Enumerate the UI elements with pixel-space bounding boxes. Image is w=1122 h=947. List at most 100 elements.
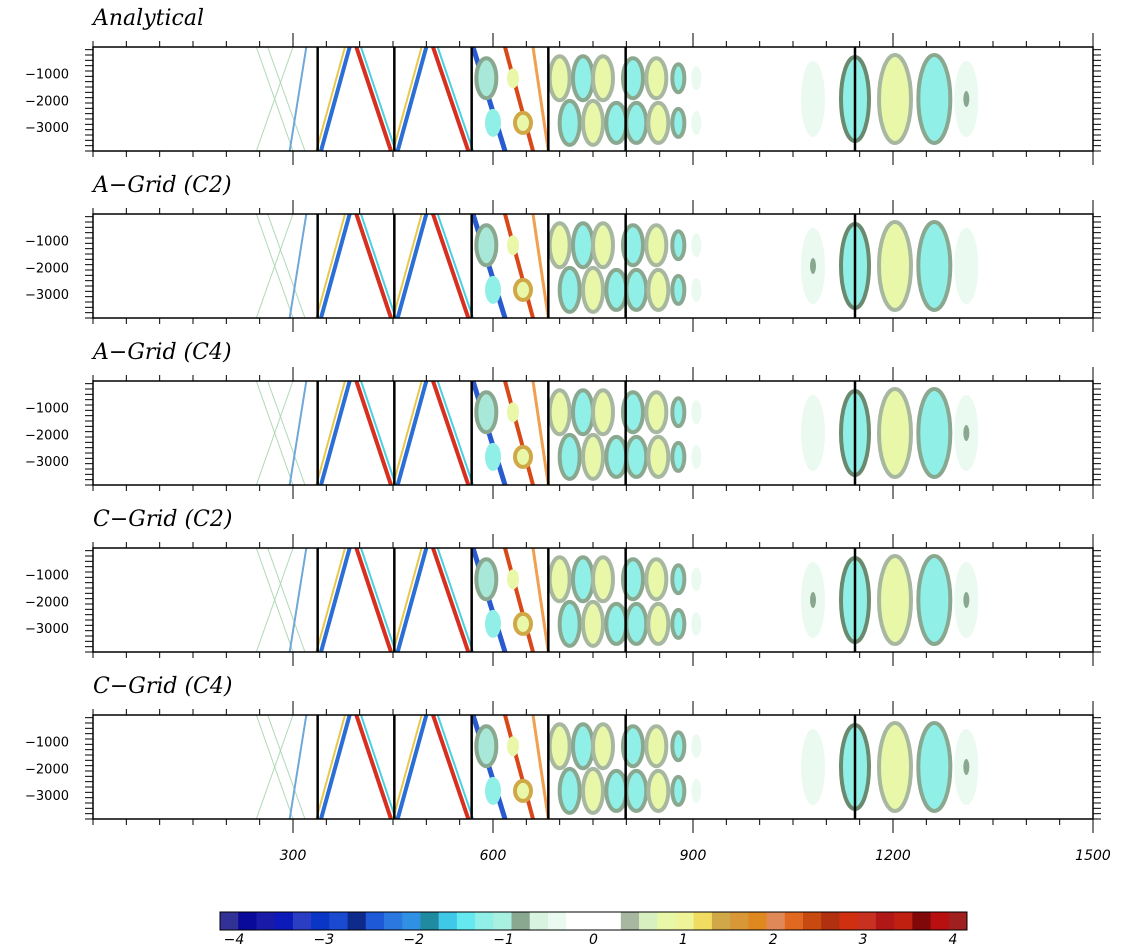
wave-line-yellow: [315, 548, 346, 652]
colorbar-swatch: [220, 912, 239, 930]
wave-line-blue: [319, 715, 352, 819]
panel-field: [255, 214, 979, 318]
faint-wave-line: [255, 548, 294, 652]
colorbar-swatch: [602, 912, 622, 930]
field-blob: [547, 221, 572, 270]
colorbar-swatch: [547, 912, 567, 930]
colorbar-frame: [219, 911, 968, 931]
field-blob: [963, 592, 970, 608]
colorbar-swatch: [365, 912, 385, 930]
field-blob: [485, 442, 501, 471]
colorbar-swatch: [347, 912, 367, 930]
field-blob: [485, 108, 501, 137]
field-blob: [691, 277, 702, 302]
field-blob: [670, 273, 687, 306]
colorbar-swatch: [639, 912, 658, 930]
colorbar-swatch: [857, 912, 877, 930]
colorbar-swatch: [930, 912, 950, 930]
faint-wave-line: [267, 214, 306, 318]
wave-line-red: [503, 47, 535, 151]
colorbar-swatch: [711, 912, 731, 930]
wave-line-yellow: [392, 548, 423, 652]
field-blob: [604, 100, 629, 145]
wave-line-red: [354, 548, 393, 652]
colorbar-swatch: [657, 912, 676, 930]
wave-line-yellow: [315, 715, 346, 819]
faint-wave-line: [267, 715, 306, 819]
field-blob: [621, 557, 645, 602]
field-blob: [507, 736, 519, 757]
wave-line-red: [354, 715, 393, 819]
field-blob: [963, 759, 970, 775]
field-blob: [621, 56, 645, 101]
field-blob: [877, 53, 913, 145]
field-blob: [916, 220, 953, 312]
panel-title: A−Grid (C4): [91, 340, 232, 365]
field-blob: [644, 56, 669, 101]
field-blob: [963, 425, 970, 441]
field-blob: [591, 722, 615, 771]
colorbar-tick-label: 4: [949, 932, 958, 947]
wave-line-cyan: [436, 381, 474, 485]
field-blob: [474, 56, 499, 101]
field-blob: [547, 722, 572, 771]
field-blob: [916, 53, 953, 145]
wave-line-blue: [395, 548, 429, 652]
field-blob: [547, 388, 572, 437]
colorbar-tick-label: 0: [589, 932, 598, 947]
field-blob: [801, 395, 825, 471]
colorbar-swatch: [311, 912, 330, 930]
colorbar-swatch: [875, 912, 895, 930]
field-blob: [691, 233, 702, 258]
x-tick-label: 300: [280, 848, 307, 864]
colorbar-swatch: [256, 912, 276, 930]
colorbar-swatch: [948, 912, 968, 930]
wave-line-red: [503, 548, 535, 652]
x-tick-label: 1500: [1075, 848, 1111, 864]
field-blob: [571, 722, 595, 771]
field-blob: [877, 554, 913, 646]
panel-title: Analytical: [91, 6, 204, 31]
wave-line-blue: [288, 548, 308, 652]
field-blob: [485, 609, 501, 638]
wave-line-blue: [395, 214, 429, 318]
colorbar-swatch: [675, 912, 695, 930]
field-blob: [646, 434, 671, 479]
field-blob: [571, 555, 595, 604]
wave-line-orange: [531, 548, 550, 652]
field-blob: [571, 221, 595, 270]
wave-line-yellow: [315, 47, 346, 151]
field-blob: [624, 100, 649, 145]
field-blob: [670, 396, 687, 429]
panels-group: Analytical −1000 −2000 −3000 A−Grid (C2) −100…: [25, 6, 1101, 833]
colorbar-swatch: [566, 912, 585, 930]
y-tick-label: −1000: [25, 736, 69, 751]
field-blob: [670, 229, 687, 262]
panel: C−Grid (C4) −1000 −2000 −3000: [25, 674, 1101, 833]
colorbar-swatch: [693, 912, 713, 930]
field-blob: [646, 100, 671, 145]
field-blob: [581, 265, 605, 314]
wave-line-blue: [288, 381, 308, 485]
wave-line-red: [354, 47, 393, 151]
field-blob: [916, 387, 953, 479]
field-blob: [513, 611, 533, 636]
field-blob: [604, 768, 629, 813]
field-blob: [507, 402, 519, 423]
field-blob: [646, 601, 671, 646]
field-blob: [691, 400, 702, 425]
field-blob: [507, 235, 519, 256]
field-blob: [581, 432, 605, 481]
faint-wave-line: [267, 47, 306, 151]
wave-line-red: [431, 381, 471, 485]
field-blob: [604, 601, 629, 646]
colorbar: −4 −3 −2 −1 0 1 2 3 4: [219, 911, 968, 947]
colorbar-swatch: [894, 912, 913, 930]
x-tick-label: 900: [680, 848, 707, 864]
colorbar-swatch: [383, 912, 403, 930]
field-blob: [644, 724, 669, 769]
colorbar-swatch: [803, 912, 822, 930]
faint-wave-line: [255, 214, 294, 318]
y-tick-label: −1000: [25, 402, 69, 417]
field-blob: [621, 724, 645, 769]
